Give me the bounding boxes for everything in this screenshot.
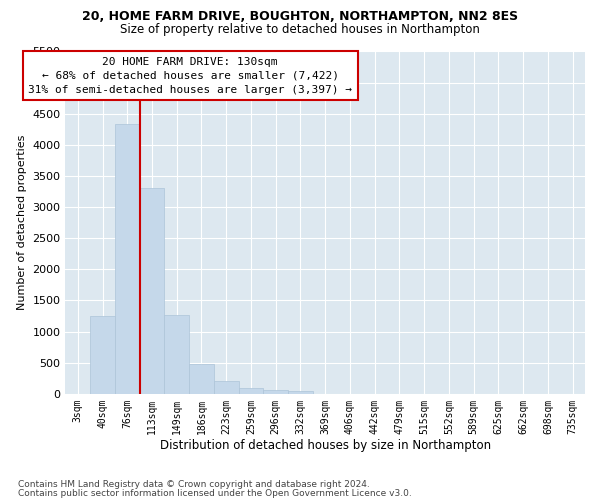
Bar xyxy=(214,381,239,394)
Text: 20 HOME FARM DRIVE: 130sqm
← 68% of detached houses are smaller (7,422)
31% of s: 20 HOME FARM DRIVE: 130sqm ← 68% of deta… xyxy=(28,56,352,94)
Text: Contains HM Land Registry data © Crown copyright and database right 2024.: Contains HM Land Registry data © Crown c… xyxy=(18,480,370,489)
Bar xyxy=(263,390,288,394)
Bar xyxy=(115,124,140,394)
Bar xyxy=(189,364,214,394)
Bar xyxy=(90,316,115,394)
Y-axis label: Number of detached properties: Number of detached properties xyxy=(17,135,27,310)
X-axis label: Distribution of detached houses by size in Northampton: Distribution of detached houses by size … xyxy=(160,440,491,452)
Bar xyxy=(140,188,164,394)
Bar xyxy=(288,390,313,394)
Text: Contains public sector information licensed under the Open Government Licence v3: Contains public sector information licen… xyxy=(18,488,412,498)
Bar xyxy=(164,315,189,394)
Bar xyxy=(239,388,263,394)
Text: 20, HOME FARM DRIVE, BOUGHTON, NORTHAMPTON, NN2 8ES: 20, HOME FARM DRIVE, BOUGHTON, NORTHAMPT… xyxy=(82,10,518,23)
Text: Size of property relative to detached houses in Northampton: Size of property relative to detached ho… xyxy=(120,22,480,36)
